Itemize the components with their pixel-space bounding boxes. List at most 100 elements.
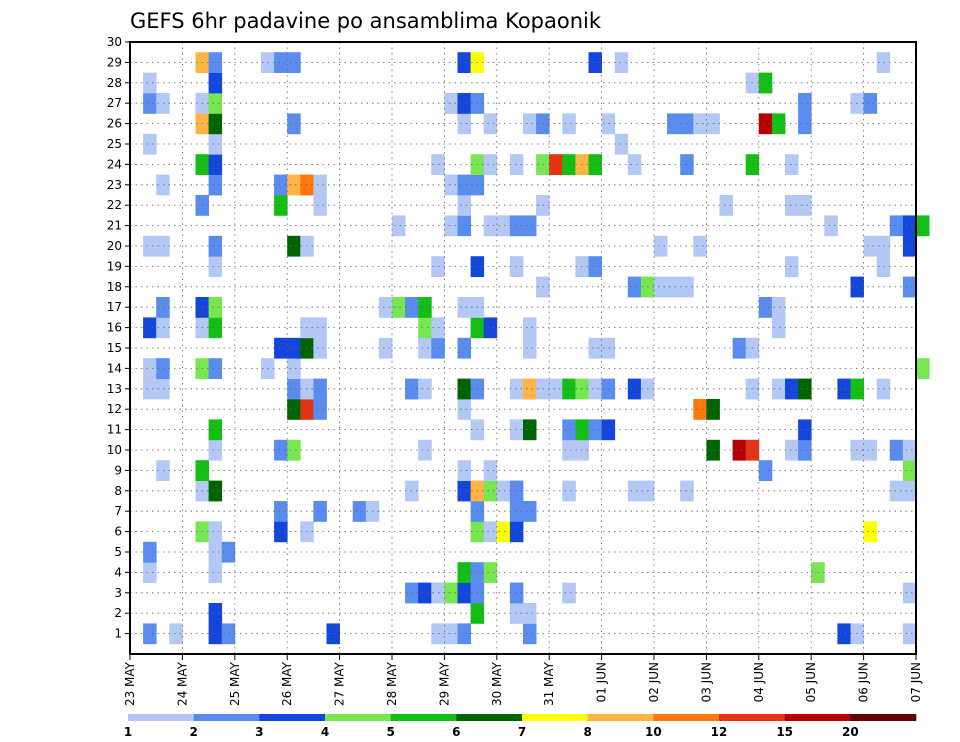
heatmap-cell <box>143 133 157 155</box>
heatmap-cell <box>523 603 537 624</box>
heatmap-cell <box>863 521 878 543</box>
heatmap-cell <box>588 256 602 277</box>
heatmap-cell <box>156 460 170 481</box>
y-tick-label: 18 <box>107 280 122 294</box>
heatmap-cell <box>876 235 891 257</box>
heatmap-cell <box>509 480 524 502</box>
heatmap-cell <box>863 93 878 114</box>
heatmap-cell <box>483 521 498 543</box>
heatmap-cell <box>483 154 498 175</box>
y-tick-label: 14 <box>107 361 122 375</box>
heatmap-cell <box>156 358 170 379</box>
heatmap-cell <box>902 439 917 461</box>
colorbar-swatch <box>325 714 391 721</box>
y-tick-label: 30 <box>107 35 122 49</box>
y-tick-label: 6 <box>114 525 122 539</box>
heatmap-cell <box>523 113 537 135</box>
y-tick-label: 3 <box>114 586 122 600</box>
x-tick-label: 04 JUN <box>752 662 766 702</box>
x-tick-label: 24 MAY <box>175 661 189 706</box>
heatmap-cell <box>208 154 223 175</box>
heatmap-cell <box>392 297 406 318</box>
x-tick-label: 02 JUN <box>647 662 661 702</box>
heatmap-cell <box>418 439 432 461</box>
heatmap-cell <box>654 276 668 298</box>
heatmap-cell <box>798 378 812 400</box>
heatmap-cell <box>143 562 157 583</box>
heatmap-cell <box>457 480 471 502</box>
colorbar-legend: 1 2 3 4 5 6 7 8 10 12 15 20 <box>124 714 917 739</box>
heatmap-cell <box>523 419 537 441</box>
heatmap-cell <box>771 297 786 318</box>
heatmap-cell <box>208 113 223 135</box>
colorbar-swatch <box>784 714 851 721</box>
heatmap-cell <box>444 215 458 237</box>
heatmap-cell <box>601 378 616 400</box>
heatmap-cell <box>509 256 524 277</box>
heatmap-cell <box>785 378 799 400</box>
heatmap-cell <box>143 378 157 400</box>
heatmap-cell <box>208 256 223 277</box>
heatmap-cell <box>444 93 458 114</box>
heatmap-cell <box>392 215 406 237</box>
heatmap-cell <box>208 419 223 441</box>
heatmap-cell <box>627 154 642 175</box>
heatmap-cell <box>902 582 917 604</box>
heatmap-cell <box>313 337 327 359</box>
heatmap-cell <box>523 317 537 339</box>
heatmap-cell <box>523 215 537 237</box>
x-tick-label: 05 JUN <box>804 662 818 702</box>
y-tick-label: 16 <box>107 321 122 335</box>
y-tick-label: 27 <box>107 96 122 110</box>
heatmap-cell <box>798 195 812 216</box>
heatmap-cell <box>418 297 432 318</box>
heatmap-cell <box>208 133 223 155</box>
x-tick-label: 06 JUN <box>857 662 871 702</box>
heatmap-cell <box>588 337 602 359</box>
heatmap-cell <box>889 215 904 237</box>
heatmap-cell <box>457 113 471 135</box>
heatmap-cell <box>588 52 602 73</box>
heatmap-cell <box>287 52 301 73</box>
heatmap-cell <box>457 562 471 583</box>
heatmap-cell <box>457 215 471 237</box>
heatmap-cell <box>902 235 917 257</box>
colorbar-label: 8 <box>583 725 591 739</box>
heatmap-cell <box>916 358 930 379</box>
heatmap-cell <box>313 195 327 216</box>
heatmap-cell <box>208 72 223 94</box>
colorbar-swatch <box>128 714 194 721</box>
heatmap-cell <box>156 235 170 257</box>
x-tick-label: 28 MAY <box>385 661 399 706</box>
heatmap-cell <box>274 521 288 543</box>
heatmap-cell <box>457 399 471 420</box>
heatmap-cell <box>771 378 786 400</box>
heatmap-cell <box>732 439 747 461</box>
heatmap-cell <box>457 52 471 73</box>
heatmap-cell <box>496 521 511 543</box>
y-tick-label: 1 <box>114 627 122 641</box>
heatmap-cell <box>143 623 157 645</box>
heatmap-cell <box>483 317 498 339</box>
heatmap-cell <box>378 337 393 359</box>
heatmap-cell <box>509 419 524 441</box>
heatmap-cell <box>287 337 301 359</box>
heatmap-cell <box>444 623 458 645</box>
x-tick-label: 07 JUN <box>909 662 923 702</box>
y-tick-label: 9 <box>114 463 122 477</box>
heatmap-cell <box>457 195 471 216</box>
heatmap-cell <box>758 72 773 94</box>
heatmap-cell <box>509 603 524 624</box>
y-tick-label: 10 <box>107 443 122 457</box>
heatmap-cell <box>221 541 236 563</box>
heatmap-cell <box>614 52 629 73</box>
colorbar-swatch <box>390 714 457 721</box>
heatmap-cell <box>902 623 917 645</box>
y-tick-label: 19 <box>107 259 122 273</box>
colorbar-swatch <box>259 714 326 721</box>
heatmap-cell <box>287 235 301 257</box>
colorbar-label: 10 <box>645 725 662 739</box>
heatmap-cell <box>902 460 917 481</box>
heatmap-cell <box>208 93 223 114</box>
heatmap-cell <box>418 582 432 604</box>
